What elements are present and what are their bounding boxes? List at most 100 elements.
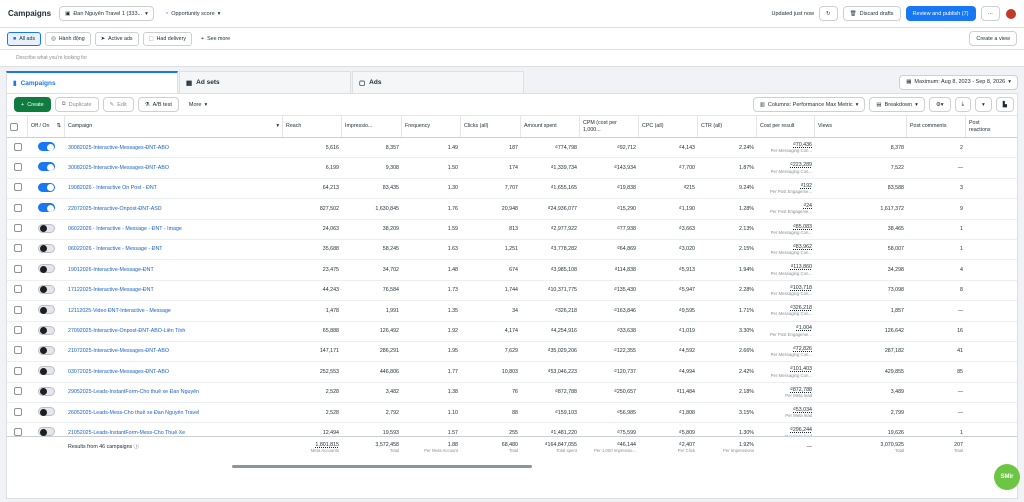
col-views[interactable]: Views bbox=[815, 116, 907, 137]
row-checkbox[interactable] bbox=[7, 224, 28, 234]
campaign-name[interactable]: 19082026 - Interactive On Post - ĐNT bbox=[68, 185, 157, 192]
row-checkbox[interactable] bbox=[7, 244, 28, 254]
chip-active-ads[interactable]: ➤ Active ads bbox=[94, 31, 139, 46]
table-row[interactable]: 26052025-Leads-Mess-Cho thuê xe Đan Nguy… bbox=[7, 403, 1017, 424]
delivery-toggle[interactable] bbox=[28, 142, 65, 153]
col-reach[interactable]: Reach bbox=[283, 116, 342, 137]
tab-adsets[interactable]: ▦ Ad sets bbox=[179, 71, 351, 93]
col-clicks[interactable]: Clicks (all) bbox=[461, 116, 521, 137]
row-checkbox[interactable] bbox=[7, 162, 28, 173]
campaign-name[interactable]: 12112025-Video ĐNT-Interactive - Message bbox=[68, 307, 171, 314]
create-button[interactable]: + Create bbox=[14, 97, 51, 112]
campaign-name[interactable]: 06022026 - Interactive - Message - ĐNT bbox=[68, 246, 163, 253]
table-row[interactable]: 06022026 - Interactive - Message - ĐNT -… bbox=[7, 220, 1017, 240]
delivery-toggle[interactable] bbox=[28, 366, 65, 377]
table-row[interactable]: 17122025-Interactive-Message-ĐNT 44,243 76… bbox=[7, 281, 1017, 302]
delivery-toggle[interactable] bbox=[28, 162, 65, 173]
row-checkbox[interactable] bbox=[7, 427, 28, 438]
delivery-toggle[interactable] bbox=[28, 264, 65, 275]
row-checkbox[interactable] bbox=[7, 326, 28, 336]
row-checkbox[interactable] bbox=[7, 285, 28, 295]
row-checkbox[interactable] bbox=[7, 183, 28, 193]
col-frequency[interactable]: Frequency bbox=[402, 116, 461, 137]
duplicate-button[interactable]: ⧉ Duplicate bbox=[54, 97, 99, 112]
search-input[interactable]: Describe what you're looking for bbox=[0, 50, 1024, 67]
campaign-name[interactable]: 22072025-Interactive-Onpost-ĐNT-ASD bbox=[68, 205, 162, 212]
campaign-name[interactable]: 30082025-Interactive-Messages-ĐNT-ABO bbox=[68, 164, 169, 171]
table-row[interactable]: 19012026-Interactive-Message-ĐNT 23,475 34… bbox=[7, 260, 1017, 281]
campaign-name[interactable]: 17122025-Interactive-Message-ĐNT bbox=[68, 287, 154, 294]
avatar[interactable] bbox=[1006, 8, 1016, 19]
tab-ads[interactable]: ▢ Ads bbox=[352, 71, 524, 93]
export-button[interactable]: ⤓ bbox=[954, 97, 971, 112]
table-row[interactable]: 29052025-Leads-InstantForm-Cho thuê xe Đ… bbox=[7, 383, 1017, 404]
export-options-button[interactable]: ▾ bbox=[975, 97, 992, 112]
opportunity-score-button[interactable]: ◔ Opportunity score ▾ bbox=[160, 6, 226, 21]
campaign-name[interactable]: 26052025-Leads-Mess-Cho thuê xe Đan Nguy… bbox=[68, 409, 200, 416]
col-campaign[interactable]: Campaign ▾ bbox=[65, 116, 283, 137]
table-row[interactable]: 12112025-Video ĐNT-Interactive - Message… bbox=[7, 301, 1017, 322]
campaign-name[interactable]: 21052025-Leads-InstantForm-Mess-Cho Thuê… bbox=[68, 429, 186, 436]
campaign-name[interactable]: 19012026-Interactive-Message-ĐNT bbox=[68, 266, 154, 273]
more-options-button[interactable]: ··· bbox=[980, 6, 1000, 21]
delivery-toggle[interactable] bbox=[28, 203, 65, 214]
delivery-toggle[interactable] bbox=[28, 243, 65, 255]
delivery-toggle[interactable] bbox=[28, 345, 65, 357]
delivery-toggle[interactable] bbox=[28, 407, 65, 418]
delivery-toggle[interactable] bbox=[28, 182, 65, 194]
col-off-on[interactable]: Off / On ⇅ bbox=[28, 116, 65, 137]
discard-drafts-button[interactable]: 🗑 Discard drafts bbox=[842, 6, 901, 21]
col-impressions[interactable]: Impressio... bbox=[342, 116, 402, 137]
chip-hanh-dong[interactable]: ◎ Hành động bbox=[45, 31, 91, 46]
delivery-toggle[interactable] bbox=[28, 427, 65, 438]
campaign-name[interactable]: 30082025-Interactive-Messages-ĐNT-ABO bbox=[68, 144, 169, 151]
breakdown-button[interactable]: ▤ Breakdown ▾ bbox=[869, 97, 925, 112]
col-cpm[interactable]: CPM (cost per 1,000... bbox=[580, 116, 639, 137]
table-row[interactable]: 06022026 - Interactive - Message - ĐNT 35… bbox=[7, 240, 1017, 261]
chart-toggle-button[interactable]: ▙ bbox=[995, 97, 1014, 112]
delivery-toggle[interactable] bbox=[28, 223, 65, 235]
row-checkbox[interactable] bbox=[7, 142, 28, 153]
delivery-toggle[interactable] bbox=[28, 386, 65, 398]
reports-button[interactable]: ⚙▾ bbox=[928, 97, 951, 112]
row-checkbox[interactable] bbox=[7, 387, 28, 397]
table-row[interactable]: 27092025-Interactive-Onpost-ĐNT-ABO-Liên… bbox=[7, 322, 1017, 342]
campaign-name[interactable]: 03072025-Interactive-Messages-ĐNT-ABO bbox=[68, 368, 169, 375]
review-publish-button[interactable]: Review and publish (7) bbox=[905, 6, 976, 21]
col-ctr[interactable]: CTR (all) bbox=[698, 116, 757, 137]
table-row[interactable]: 21072025-Interactive-Messages-ĐNT-ABO 147… bbox=[7, 342, 1017, 363]
table-row[interactable]: 03072025-Interactive-Messages-ĐNT-ABO 252… bbox=[7, 362, 1017, 383]
ab-test-button[interactable]: ⚗ A/B test bbox=[137, 97, 179, 112]
row-checkbox[interactable] bbox=[7, 366, 28, 377]
delivery-toggle[interactable] bbox=[28, 284, 65, 296]
table-row[interactable]: 19082026 - Interactive On Post - ĐNT 64,2… bbox=[7, 179, 1017, 200]
chip-all-ads[interactable]: ■ All ads bbox=[7, 31, 42, 46]
row-checkbox[interactable] bbox=[7, 203, 28, 214]
tab-campaigns[interactable]: ▮ Campaigns bbox=[6, 71, 178, 93]
refresh-button[interactable]: ↻ bbox=[819, 6, 838, 21]
create-view-button[interactable]: Create a view bbox=[969, 31, 1017, 46]
table-row[interactable]: 30082025-Interactive-Messages-ĐNT-ABO 5,6… bbox=[7, 138, 1017, 159]
row-checkbox[interactable] bbox=[7, 305, 28, 316]
col-cpc[interactable]: CPC (all) bbox=[639, 116, 698, 137]
horizontal-scrollbar[interactable] bbox=[232, 465, 532, 468]
campaign-name[interactable]: 27092025-Interactive-Onpost-ĐNT-ABO-Liên… bbox=[68, 328, 186, 335]
select-all-checkbox[interactable] bbox=[7, 116, 28, 137]
edit-button[interactable]: ✎ Edit bbox=[102, 97, 134, 112]
date-range-picker[interactable]: ▦ Maximum: Aug 8, 2023 - Sep 8, 2026 ▾ bbox=[899, 74, 1018, 90]
chip-had-delivery[interactable]: ⬚ Had delivery bbox=[142, 31, 193, 46]
campaign-name[interactable]: 29052025-Leads-InstantForm-Cho thuê xe Đ… bbox=[68, 389, 200, 396]
col-post-comments[interactable]: Post comments bbox=[907, 116, 966, 137]
campaign-name[interactable]: 06022026 - Interactive - Message - ĐNT -… bbox=[68, 226, 182, 233]
row-checkbox[interactable] bbox=[7, 407, 28, 418]
campaign-name[interactable]: 21072025-Interactive-Messages-ĐNT-ABO bbox=[68, 348, 169, 355]
account-selector[interactable]: ▣ Đan Nguyên Travel 1 (333... ▾ bbox=[59, 6, 154, 21]
col-amount-spent[interactable]: Amount spent bbox=[521, 116, 580, 137]
see-more-button[interactable]: + See more bbox=[196, 31, 236, 46]
col-post-reactions[interactable]: Post reactions bbox=[969, 120, 991, 133]
row-checkbox[interactable] bbox=[7, 264, 28, 275]
row-checkbox[interactable] bbox=[7, 346, 28, 356]
assistant-button[interactable]: SMir bbox=[994, 464, 1020, 490]
col-cost-per-result[interactable]: Cost per result bbox=[757, 116, 815, 137]
columns-button[interactable]: ▥ Columns: Performance Max Metric ▾ bbox=[752, 97, 866, 112]
